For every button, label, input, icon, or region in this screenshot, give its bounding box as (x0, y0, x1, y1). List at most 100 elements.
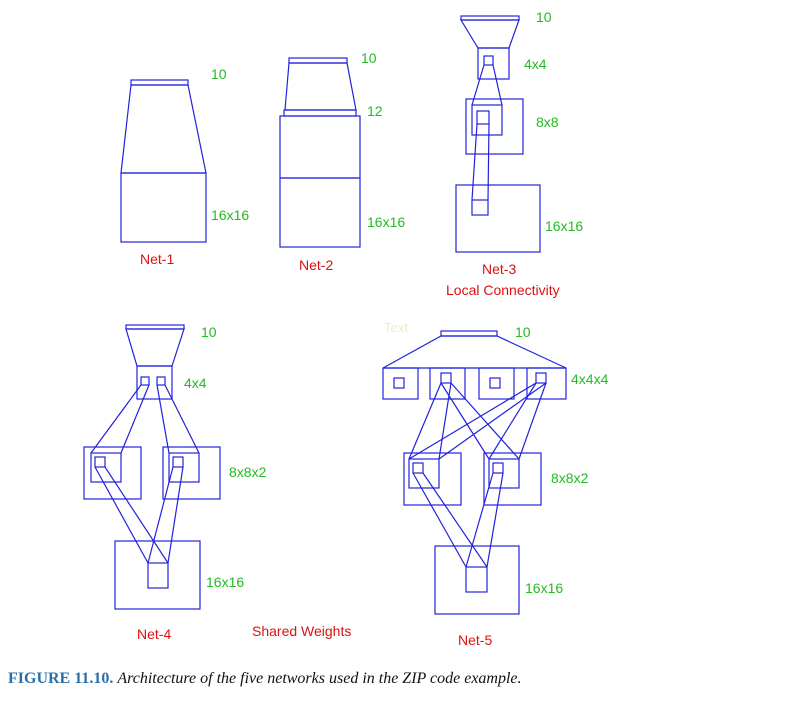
net4-input-size: 16x16 (206, 574, 244, 590)
net5-hidden1-size: 8x8x2 (551, 470, 589, 486)
net5-map-2b-field (440, 372, 452, 384)
net-2: 10 12 16x16 Net-2 (279, 50, 405, 273)
net3-link (487, 123, 490, 201)
net1-name: Net-1 (140, 251, 174, 267)
net3-receptive-field-2 (483, 55, 494, 66)
net1-input-layer (120, 172, 207, 243)
net4-map-1a (83, 446, 142, 500)
net4-link (94, 466, 149, 564)
net4-output-size: 10 (201, 324, 217, 340)
net1-input-size: 16x16 (211, 207, 249, 223)
net4-connections-top (125, 328, 185, 367)
net5-hidden2-size: 4x4x4 (571, 371, 609, 387)
net2-name: Net-2 (299, 257, 333, 273)
net3-link (471, 64, 485, 106)
net5-map-2c-field (489, 377, 501, 389)
net5-link (438, 382, 547, 460)
net3-connections-top (459, 19, 520, 49)
net5-link (465, 472, 494, 568)
net5-map-2a (382, 367, 419, 400)
net5-output-size: 10 (515, 324, 531, 340)
net4-map-1b-patch (168, 452, 200, 483)
net5-map-1b-patch (488, 458, 520, 489)
net2-input-size: 16x16 (367, 214, 405, 230)
net3-name: Net-3 (482, 261, 516, 277)
net5-map-1a (403, 452, 462, 506)
net5-link (486, 472, 504, 568)
net5-name: Net-5 (458, 632, 492, 648)
net1-output-size: 10 (211, 66, 227, 82)
net3-patch-1 (471, 104, 503, 136)
net-3: 10 4x4 8x8 16x16 Net-3 Local Connectivit… (446, 9, 583, 298)
shared-weights-label: Shared Weights (252, 623, 351, 639)
net4-map-1b-field (172, 456, 184, 468)
net4-map-1a-field (94, 456, 106, 468)
net3-receptive-field-1 (476, 110, 490, 125)
net4-link (156, 384, 170, 454)
net2-connections-top (284, 62, 357, 111)
net5-link (408, 382, 537, 460)
net5-map-2a-field (393, 377, 405, 389)
net2-connections-bottom (279, 115, 361, 179)
net-1: 10 16x16 Net-1 (120, 66, 249, 267)
net5-input-layer (434, 545, 520, 615)
figure-caption-text: Architecture of the five networks used i… (117, 670, 522, 687)
net4-link (147, 466, 174, 564)
net-5: Text 10 4x4x4 8x8x2 16x16 Net- (382, 320, 609, 648)
net4-input-patch (147, 562, 169, 589)
net5-map-2d-field (535, 372, 547, 384)
net5-link (450, 382, 520, 460)
net2-output-layer (288, 57, 348, 64)
net3-input-size: 16x16 (545, 218, 583, 234)
net4-link (167, 466, 184, 564)
net4-map-1a-patch (90, 452, 122, 483)
net5-map-1b (483, 452, 542, 506)
net4-link (104, 466, 169, 564)
net3-output-size: 10 (536, 9, 552, 25)
net4-receptive-field-2b (156, 376, 166, 386)
net5-map-2b (429, 367, 466, 400)
net3-input-layer (455, 184, 541, 253)
net3-input-patch (471, 199, 489, 216)
stray-text: Text (384, 320, 408, 335)
net2-hidden-layer (283, 109, 357, 117)
net5-link (408, 382, 442, 460)
net3-link (492, 64, 503, 106)
net5-connections-top (382, 335, 567, 369)
net5-link (438, 382, 452, 460)
net1-connections (120, 84, 207, 174)
net3-hidden-layer-2 (477, 47, 510, 80)
net5-link (422, 472, 488, 568)
net5-map-2d (526, 367, 567, 400)
net3-hidden2-size: 4x4 (524, 56, 547, 72)
net5-map-2c (478, 367, 515, 400)
net5-map-1b-field (492, 462, 504, 474)
net5-link (440, 382, 490, 460)
net4-link (90, 384, 142, 454)
net5-input-patch (465, 566, 488, 593)
net5-link (412, 472, 467, 568)
net3-link (471, 123, 478, 201)
net5-map-1a-field (412, 462, 424, 474)
net4-hidden-layer-2 (136, 365, 173, 400)
net2-output-size: 10 (361, 50, 377, 66)
net3-hidden1-size: 8x8 (536, 114, 559, 130)
net3-hidden-layer-1 (465, 98, 524, 155)
net4-input-layer (114, 540, 201, 610)
figure-number: FIGURE 11.10. (8, 670, 114, 687)
net4-name: Net-4 (137, 626, 171, 642)
net2-hidden-size: 12 (367, 103, 383, 119)
net4-hidden2-size: 4x4 (184, 375, 207, 391)
net4-link (164, 384, 200, 454)
net5-input-size: 16x16 (525, 580, 563, 596)
figure-caption: FIGURE 11.10. Architecture of the five n… (8, 670, 522, 688)
net4-receptive-field-2a (140, 376, 150, 386)
net4-map-1b (162, 446, 221, 500)
net5-output-layer (440, 330, 498, 337)
net-4: 10 4x4 8x8x2 16x16 Net-4 (83, 324, 267, 642)
net5-map-1a-patch (408, 458, 440, 489)
net4-link (120, 384, 150, 454)
net3-subtitle: Local Connectivity (446, 282, 560, 298)
net4-hidden1-size: 8x8x2 (229, 464, 267, 480)
